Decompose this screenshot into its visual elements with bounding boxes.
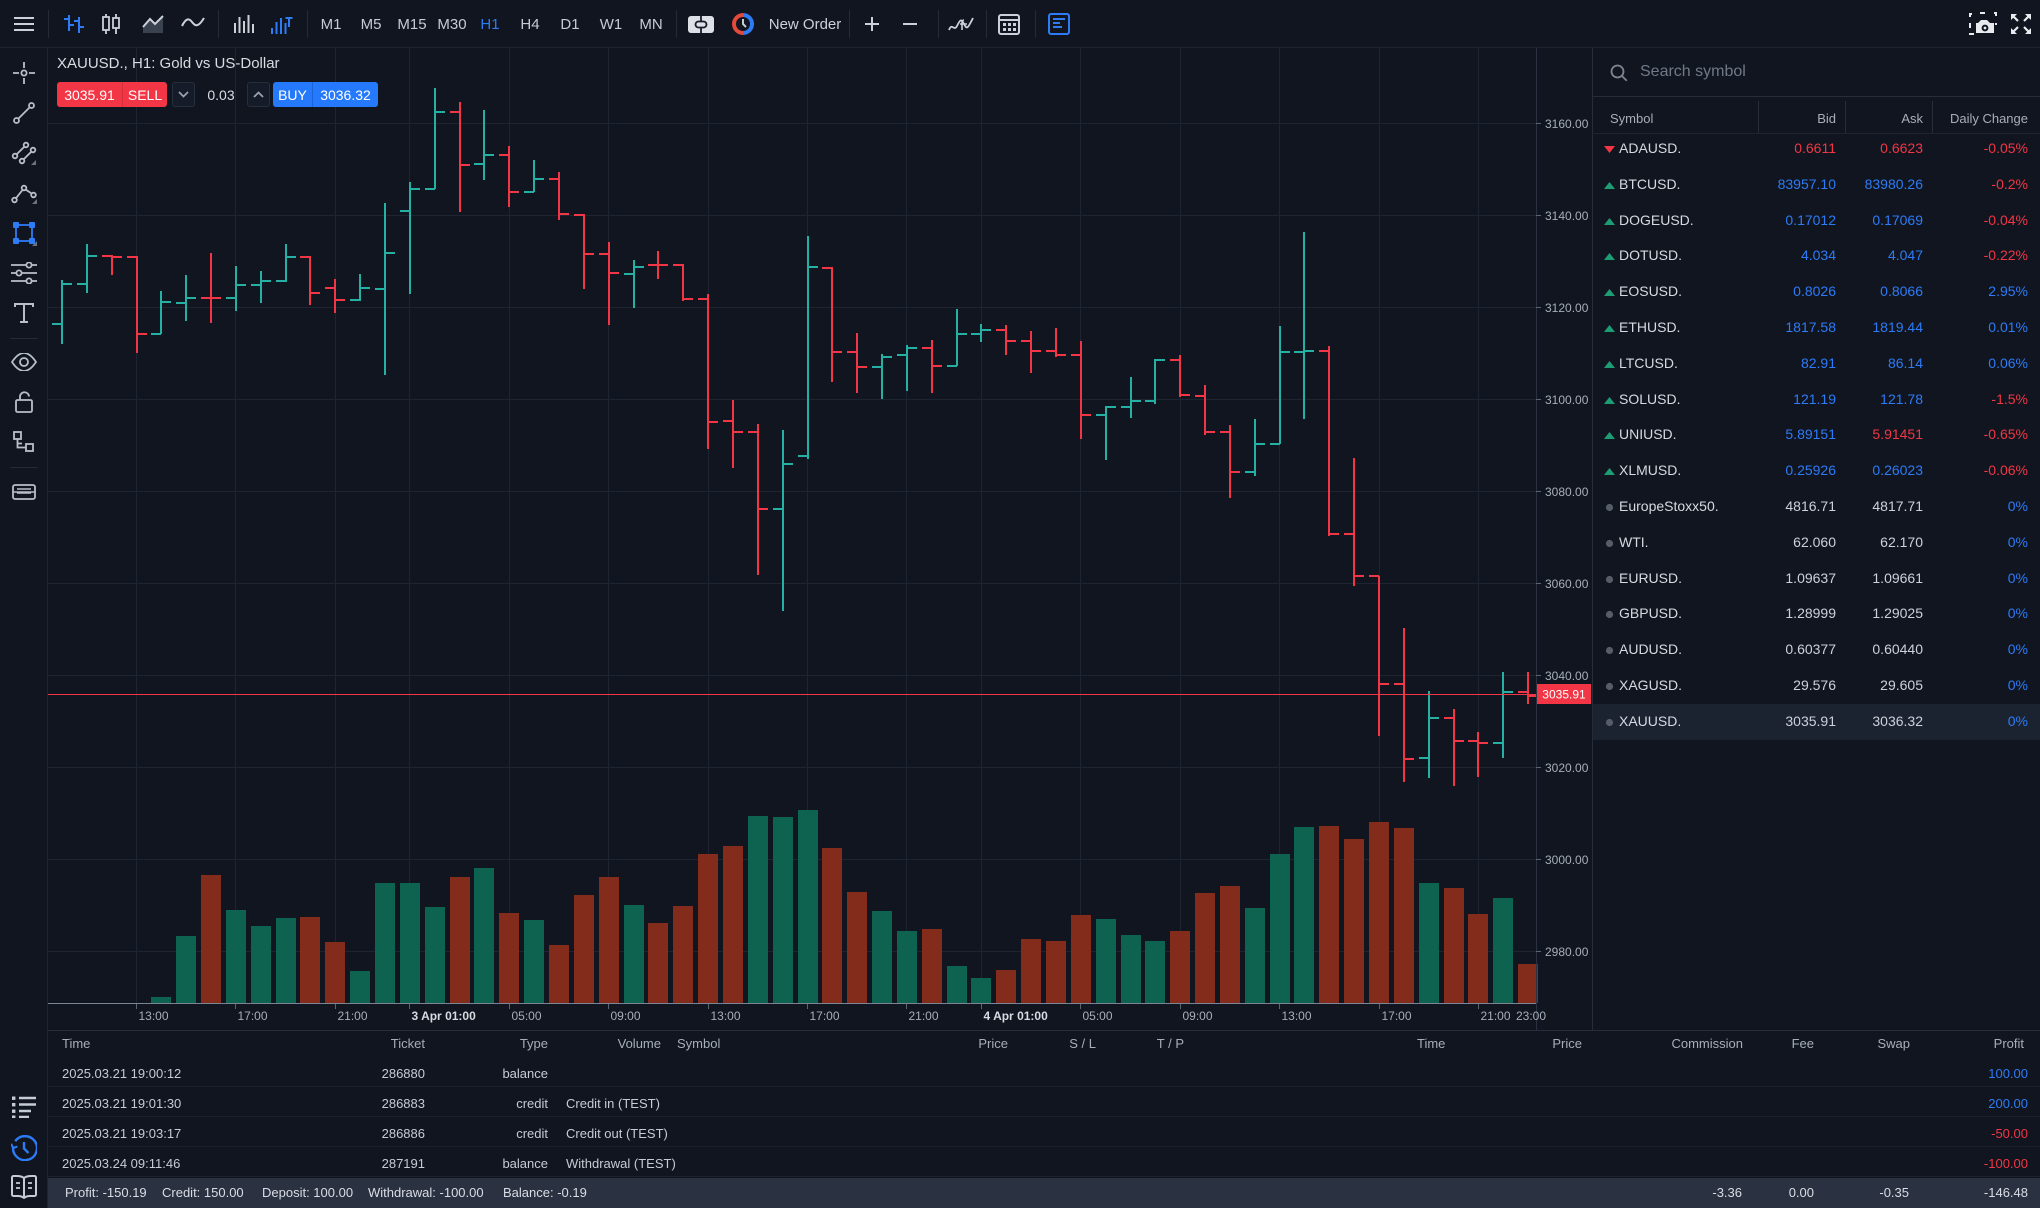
svg-text:17:00: 17:00 [1382, 1009, 1412, 1023]
svg-text:05:00: 05:00 [512, 1009, 542, 1023]
svg-text:13:00: 13:00 [1282, 1009, 1312, 1023]
svg-text:21:00: 21:00 [338, 1009, 368, 1023]
svg-text:13:00: 13:00 [139, 1009, 169, 1023]
svg-text:2980.00: 2980.00 [1545, 945, 1589, 959]
svg-text:21:00: 21:00 [1481, 1009, 1511, 1023]
svg-text:3020.00: 3020.00 [1545, 761, 1589, 775]
svg-text:13:00: 13:00 [711, 1009, 741, 1023]
svg-text:3035.91: 3035.91 [1542, 688, 1586, 702]
svg-text:17:00: 17:00 [810, 1009, 840, 1023]
svg-text:3 Apr 01:00: 3 Apr 01:00 [412, 1009, 477, 1023]
svg-text:09:00: 09:00 [1183, 1009, 1213, 1023]
svg-text:3140.00: 3140.00 [1545, 209, 1589, 223]
svg-text:3040.00: 3040.00 [1545, 669, 1589, 683]
svg-text:3120.00: 3120.00 [1545, 301, 1589, 315]
svg-text:05:00: 05:00 [1083, 1009, 1113, 1023]
svg-text:3080.00: 3080.00 [1545, 485, 1589, 499]
svg-text:3000.00: 3000.00 [1545, 853, 1589, 867]
svg-text:3160.00: 3160.00 [1545, 117, 1589, 131]
svg-text:3060.00: 3060.00 [1545, 577, 1589, 591]
svg-text:23:00: 23:00 [1516, 1009, 1546, 1023]
svg-text:4 Apr 01:00: 4 Apr 01:00 [984, 1009, 1049, 1023]
svg-text:21:00: 21:00 [909, 1009, 939, 1023]
svg-text:09:00: 09:00 [611, 1009, 641, 1023]
svg-text:17:00: 17:00 [238, 1009, 268, 1023]
svg-text:3100.00: 3100.00 [1545, 393, 1589, 407]
